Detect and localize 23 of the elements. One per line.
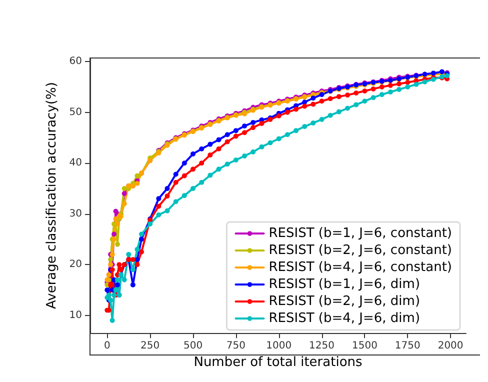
y-tick-label: 40 [69, 158, 82, 169]
x-tick-label: 2000 [438, 340, 464, 352]
x-tick-label: 1750 [394, 340, 420, 352]
legend-label: RESIST (b=4, J=6, constant) [268, 260, 452, 275]
y-tick-label: 30 [69, 208, 82, 220]
x-tick-label: 750 [226, 340, 246, 352]
y-tick-label: 60 [69, 56, 82, 68]
legend-label: RESIST (b=1, J=6, constant) [268, 226, 452, 241]
legend-label: RESIST (b=2, J=6, constant) [268, 243, 452, 258]
x-axis-title: Number of total iterations [194, 355, 363, 370]
x-tick-label: 1250 [309, 340, 335, 352]
y-tick-label: 10 [69, 310, 82, 321]
y-tick-label: 50 [69, 106, 82, 118]
legend-label: RESIST (b=1, J=6, dim) [268, 277, 420, 292]
x-tick-label: 1000 [266, 340, 292, 352]
y-tick-label: 20 [69, 259, 82, 270]
x-tick-label: 0 [104, 340, 110, 352]
x-tick-label: 250 [140, 340, 160, 352]
y-axis-title: Average classification accuracy(%) [44, 82, 60, 309]
legend-label: RESIST (b=2, J=6, dim) [268, 294, 420, 309]
x-tick-label: 500 [183, 340, 203, 352]
x-tick-label: 1500 [352, 340, 378, 352]
legend-label: RESIST (b=4, J=6, dim) [268, 311, 420, 326]
